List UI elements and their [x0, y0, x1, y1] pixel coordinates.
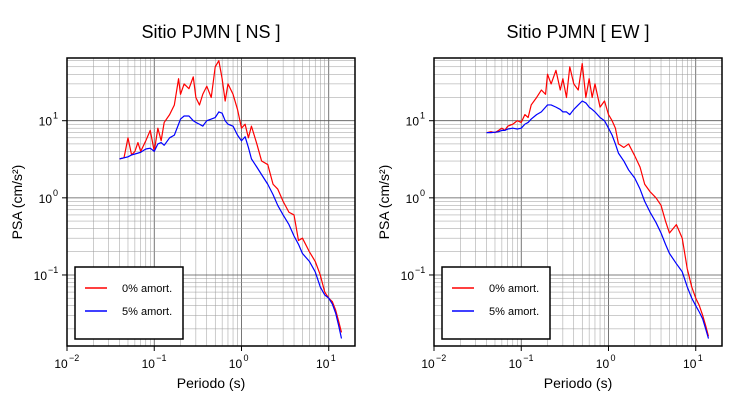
y-tick-exponent: 1: [53, 111, 58, 121]
x-tick-label: 10: [142, 357, 156, 371]
legend-label-series-0: 0% amort.: [122, 283, 172, 295]
y-tick-label: 10: [39, 192, 53, 206]
x-tick-exponent: −1: [523, 353, 533, 363]
legend-label-series-0: 0% amort.: [489, 283, 539, 295]
x-tick-exponent: −2: [436, 353, 446, 363]
x-tick-label: 10: [316, 357, 330, 371]
plot-area: [486, 62, 710, 339]
plot-frame: [66, 57, 356, 347]
y-tick-label: 10: [39, 115, 53, 129]
axis-ticks: 10 −2 10 −1 10 0 10 110 −110 010 1: [34, 111, 336, 371]
plot-frame: [433, 57, 723, 347]
legend-box: [441, 266, 551, 340]
legend: 0% amort. 5% amort.: [441, 266, 551, 340]
x-tick-exponent: 1: [331, 353, 336, 363]
plot-area: [119, 60, 343, 339]
y-tick-label: 10: [406, 115, 420, 129]
y-tick-exponent: 0: [53, 188, 58, 198]
axis-ticks: 10 −2 10 −1 10 0 10 110 −110 010 1: [401, 111, 703, 371]
grid: [66, 58, 356, 346]
x-tick-exponent: 0: [243, 353, 248, 363]
series-line-0: [486, 62, 710, 337]
y-tick-exponent: 1: [420, 111, 425, 121]
legend: 0% amort. 5% amort.: [74, 266, 184, 340]
y-tick-exponent: 0: [420, 188, 425, 198]
x-tick-exponent: −2: [69, 353, 79, 363]
x-tick-label: 10: [509, 357, 523, 371]
series-line-1: [119, 111, 343, 339]
x-axis-label: Periodo (s): [177, 375, 245, 391]
y-tick-exponent: −1: [415, 265, 425, 275]
x-tick-label: 10: [596, 357, 610, 371]
y-tick-label: 10: [34, 269, 48, 283]
y-tick-label: 10: [406, 192, 420, 206]
x-tick-label: 10: [54, 357, 68, 371]
y-axis-label: PSA (cm/s²): [9, 165, 25, 240]
y-tick-exponent: −1: [48, 265, 58, 275]
x-tick-exponent: 0: [610, 353, 615, 363]
x-tick-label: 10: [421, 357, 435, 371]
y-tick-label: 10: [401, 269, 415, 283]
series-line-1: [486, 100, 710, 339]
legend-box: [74, 266, 184, 340]
x-tick-label: 10: [683, 357, 697, 371]
y-axis-label: PSA (cm/s²): [376, 165, 392, 240]
legend-label-series-1: 5% amort.: [489, 306, 539, 318]
x-tick-exponent: 1: [698, 353, 703, 363]
legend-label-series-1: 5% amort.: [122, 306, 172, 318]
x-axis-label: Periodo (s): [544, 375, 612, 391]
x-tick-exponent: −1: [156, 353, 166, 363]
x-tick-label: 10: [229, 357, 243, 371]
chart-title: Sitio PJMN [ NS ]: [141, 22, 280, 42]
chart-title: Sitio PJMN [ EW ]: [506, 22, 649, 42]
